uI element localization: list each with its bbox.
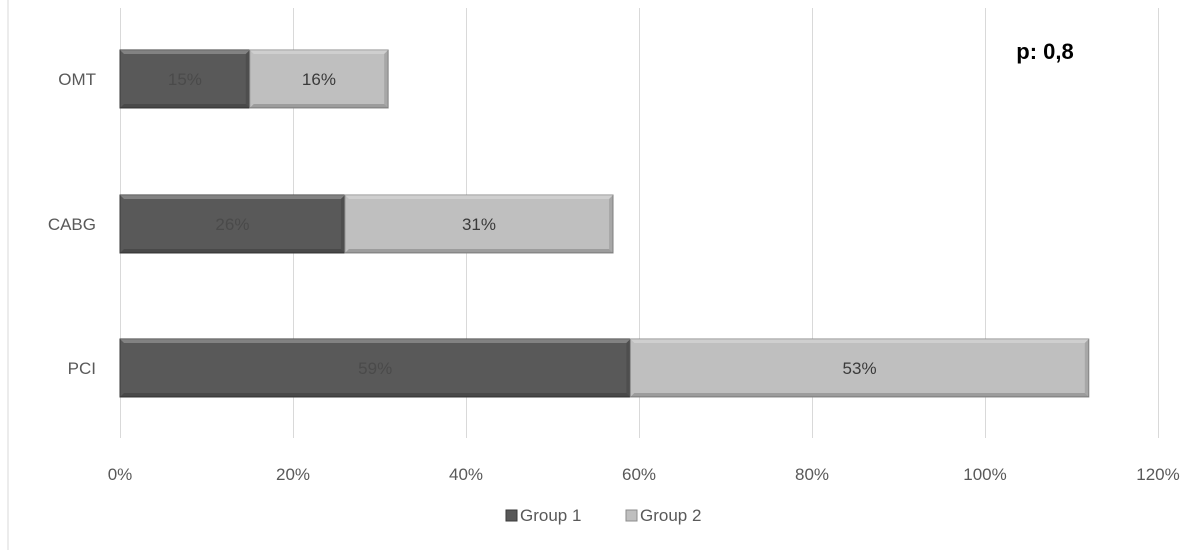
x-tick-label: 40% <box>449 465 483 484</box>
bar-bevel-top <box>249 50 389 54</box>
bar-bevel-top <box>630 339 1089 343</box>
x-tick-label: 100% <box>963 465 1006 484</box>
bar-omt-group-1 <box>119 49 251 109</box>
bar-segment <box>344 194 614 254</box>
category-axis-labels: OMT CABG PCI <box>48 70 96 378</box>
legend-item-group-1: Group 1 <box>505 506 581 525</box>
bar-bevel-top <box>120 339 631 343</box>
bar-segment <box>249 49 389 109</box>
bar-omt-group-2 <box>249 49 389 109</box>
legend: Group 1 Group 2 <box>505 506 701 525</box>
legend-swatch <box>625 509 638 522</box>
bar-bevel-right <box>245 50 250 108</box>
bar-bevel-right <box>609 195 614 253</box>
bar-pci-group-1 <box>119 338 631 398</box>
x-tick-label: 120% <box>1136 465 1179 484</box>
bar-bevel-top <box>120 195 345 199</box>
bar-cabg-group-1 <box>119 194 346 254</box>
legend-item-group-2: Group 2 <box>625 506 701 525</box>
x-axis-tick-labels: 0% 20% 40% 60% 80% 100% 120% <box>108 465 1180 484</box>
category-label-omt: OMT <box>58 70 96 89</box>
p-value-annotation: p: 0,8 <box>1016 39 1073 64</box>
bar-pci-group-2 <box>629 338 1090 398</box>
bars <box>119 49 1090 398</box>
bar-bevel-bottom <box>630 393 1089 397</box>
bar-bevel-right <box>384 50 389 108</box>
category-label-cabg: CABG <box>48 215 96 234</box>
legend-label: Group 2 <box>640 506 701 525</box>
bar-cabg-group-2 <box>344 194 614 254</box>
bar-bevel-right <box>626 339 631 397</box>
legend-swatch <box>505 509 518 522</box>
bar-bevel-top <box>120 50 250 54</box>
data-label-omt-group-2: 16% <box>302 70 336 89</box>
bar-segment <box>119 49 251 109</box>
bar-bevel-bottom <box>120 393 631 397</box>
category-label-pci: PCI <box>68 359 96 378</box>
bar-bevel-right <box>1084 339 1089 397</box>
bar-bevel-right <box>340 195 345 253</box>
bar-bevel-bottom <box>249 104 389 108</box>
data-label-omt-group-1: 15% <box>168 70 202 89</box>
x-tick-label: 80% <box>795 465 829 484</box>
x-tick-label: 60% <box>622 465 656 484</box>
x-tick-label: 0% <box>108 465 133 484</box>
data-label-pci-group-2: 53% <box>843 359 877 378</box>
bar-data-labels: 15% 16% 26% 31% 59% 53% <box>168 70 877 378</box>
legend-label: Group 1 <box>520 506 581 525</box>
x-tick-label: 20% <box>276 465 310 484</box>
data-label-cabg-group-2: 31% <box>462 215 496 234</box>
data-label-cabg-group-1: 26% <box>215 215 249 234</box>
data-label-pci-group-1: 59% <box>358 359 392 378</box>
bar-bevel-bottom <box>344 249 614 253</box>
bar-bevel-bottom <box>120 249 345 253</box>
bar-segment <box>119 338 631 398</box>
bar-bevel-top <box>344 195 614 199</box>
bar-bevel-bottom <box>120 104 250 108</box>
bar-segment <box>119 194 346 254</box>
bar-segment <box>629 338 1090 398</box>
